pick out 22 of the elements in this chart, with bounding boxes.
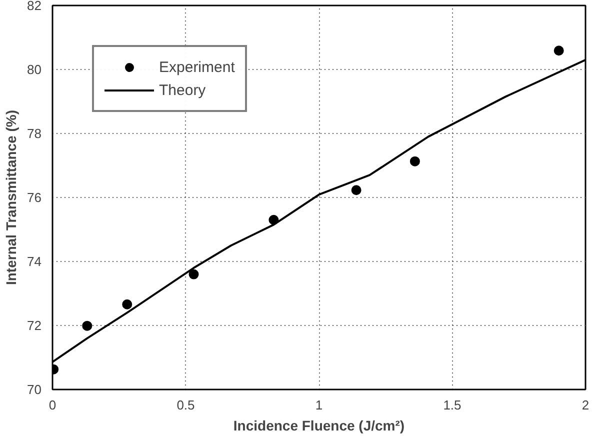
point — [82, 320, 92, 331]
y-tick-label: 70 — [27, 382, 42, 397]
x-tick-label: 1.5 — [443, 398, 462, 412]
x-tick-label: 2 — [582, 398, 590, 412]
y-tick-label: 72 — [27, 318, 42, 333]
point — [188, 269, 199, 280]
x-tick-label: 0.5 — [176, 398, 195, 412]
point — [410, 156, 420, 166]
point — [554, 46, 564, 56]
y-tick-label: 78 — [27, 126, 42, 141]
point — [122, 299, 132, 310]
legend-label: Experiment — [159, 58, 235, 76]
legend-label: Theory — [159, 82, 206, 98]
x-tick-label: 1 — [315, 398, 323, 412]
y-tick-label: 74 — [27, 254, 42, 269]
y-tick-label: 82 — [27, 0, 42, 13]
y-axis-title: Internal Transmittance (%) — [3, 110, 20, 286]
x-axis-title: Incidence Fluence (J/cm²) — [233, 418, 405, 434]
point — [351, 185, 362, 196]
y-tick-label: 76 — [27, 190, 42, 205]
x-tick-label: 0 — [48, 398, 56, 412]
y-tick-label: 80 — [27, 62, 42, 77]
